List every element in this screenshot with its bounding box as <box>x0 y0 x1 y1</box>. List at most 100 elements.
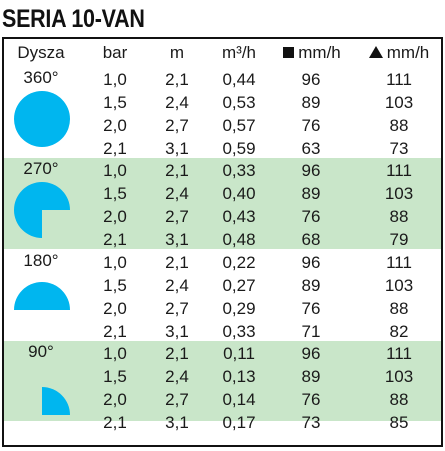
cell-m: 2,7 <box>165 116 189 135</box>
cell-sq: 89 <box>301 276 321 295</box>
cell-bar: 1,5 <box>103 367 127 386</box>
cell-m3h: 0,43 <box>222 207 256 226</box>
cell-m: 2,7 <box>165 299 189 318</box>
cell-m3h: 0,14 <box>222 390 256 409</box>
cell-sq: 76 <box>301 299 321 318</box>
cell-tri: 111 <box>386 70 412 89</box>
table-title: SERIA 10-VAN <box>2 5 145 33</box>
table-row: 2,0 2,7 0,29 76 88 <box>4 297 441 320</box>
cell-m3h: 0,29 <box>222 299 256 318</box>
cell-tri: 103 <box>384 367 414 386</box>
half-circle-icon <box>14 282 70 310</box>
cell-tri: 103 <box>384 276 414 295</box>
cell-m: 2,4 <box>165 184 189 203</box>
cell-bar: 2,1 <box>103 230 127 249</box>
table-row: 2,0 2,7 0,14 76 88 <box>4 388 441 411</box>
cell-tri: 85 <box>389 413 409 432</box>
cell-bar: 2,0 <box>103 116 127 135</box>
table-row: 1,0 2,1 0,11 96 111 <box>4 342 441 365</box>
cell-tri: 73 <box>389 139 409 158</box>
nozzle-group-180deg: 180° 1,0 2,1 0,22 96 111 1,5 2,4 0,27 89 103 2,0 2,7… <box>4 250 441 341</box>
cell-tri: 103 <box>384 93 414 112</box>
cell-sq: 89 <box>301 367 321 386</box>
cell-m: 3,1 <box>165 413 189 432</box>
header-mmh-square: mm/h <box>272 39 352 67</box>
table-row: 2,0 2,7 0,57 76 88 <box>4 114 441 137</box>
cell-m: 2,1 <box>165 161 189 180</box>
table-header: Dysza bar m m³/h mm/h mm/h <box>4 39 441 67</box>
header-mmh-square-label: mm/h <box>298 43 341 62</box>
table-row: 2,1 3,1 0,17 73 85 <box>4 411 441 434</box>
full-circle-icon <box>14 91 70 147</box>
table-row: 1,0 2,1 0,44 96 111 <box>4 68 441 91</box>
cell-bar: 2,0 <box>103 390 127 409</box>
header-m: m <box>169 43 185 62</box>
cell-sq: 89 <box>301 93 321 112</box>
nozzle-group-270deg: 270° 1,0 2,1 0,33 96 111 1,5 2,4 0,40 89 103 2,0 2,7… <box>4 158 441 249</box>
header-m3h: m³/h <box>222 43 256 62</box>
cell-bar: 1,0 <box>103 344 127 363</box>
table-row: 1,5 2,4 0,53 89 103 <box>4 91 441 114</box>
cell-m: 3,1 <box>165 322 189 341</box>
table-row: 1,5 2,4 0,13 89 103 <box>4 365 441 388</box>
cell-m3h: 0,59 <box>222 139 256 158</box>
cell-bar: 1,0 <box>103 253 127 272</box>
nozzle-angle-label: 180° <box>23 251 59 270</box>
cell-m3h: 0,22 <box>222 253 256 272</box>
cell-m: 2,4 <box>165 93 189 112</box>
cell-m: 3,1 <box>165 139 189 158</box>
cell-m: 3,1 <box>165 230 189 249</box>
nozzle-angle-label: 360° <box>23 68 59 87</box>
cell-sq: 96 <box>301 161 321 180</box>
header-mmh-triangle-label: mm/h <box>386 43 430 62</box>
cell-tri: 103 <box>384 184 414 203</box>
cell-tri: 79 <box>389 230 409 249</box>
table-row: 1,0 2,1 0,22 96 111 <box>4 251 441 274</box>
cell-sq: 96 <box>301 344 321 363</box>
table-row: 2,1 3,1 0,33 71 82 <box>4 320 441 343</box>
cell-m3h: 0,13 <box>222 367 256 386</box>
table-row: 1,5 2,4 0,27 89 103 <box>4 274 441 297</box>
cell-bar: 2,0 <box>103 299 127 318</box>
cell-m: 2,7 <box>165 207 189 226</box>
nozzle-group-90deg: 90° 1,0 2,1 0,11 96 111 1,5 2,4 0,13 89 103 2,0 2,7 0… <box>4 341 441 432</box>
cell-tri: 88 <box>389 116 409 135</box>
three-quarter-circle-icon <box>14 182 70 238</box>
table-row: 2,1 3,1 0,59 63 73 <box>4 137 441 160</box>
cell-sq: 76 <box>301 116 321 135</box>
cell-tri: 111 <box>386 253 412 272</box>
cell-bar: 2,1 <box>103 322 127 341</box>
cell-tri: 111 <box>386 344 412 363</box>
cell-m3h: 0,17 <box>222 413 256 432</box>
cell-sq: 96 <box>301 70 321 89</box>
cell-tri: 111 <box>386 161 412 180</box>
cell-bar: 2,0 <box>103 207 127 226</box>
triangle-icon <box>368 46 383 58</box>
cell-tri: 82 <box>389 322 409 341</box>
cell-bar: 1,0 <box>103 70 127 89</box>
cell-sq: 76 <box>301 207 321 226</box>
cell-m3h: 0,48 <box>222 230 256 249</box>
cell-m3h: 0,11 <box>223 344 255 363</box>
cell-sq: 73 <box>301 413 321 432</box>
cell-sq: 68 <box>301 230 321 249</box>
cell-bar: 1,5 <box>103 184 127 203</box>
cell-m: 2,1 <box>165 344 189 363</box>
table-row: 2,1 3,1 0,48 68 79 <box>4 228 441 251</box>
cell-sq: 96 <box>301 253 321 272</box>
cell-m: 2,4 <box>165 276 189 295</box>
cell-m: 2,1 <box>165 253 189 272</box>
table-row: 1,5 2,4 0,40 89 103 <box>4 182 441 205</box>
cell-m3h: 0,27 <box>222 276 256 295</box>
quarter-circle-icon <box>42 387 70 415</box>
cell-bar: 1,5 <box>103 93 127 112</box>
header-dysza: Dysza <box>17 43 65 62</box>
cell-bar: 2,1 <box>103 139 127 158</box>
cell-m: 2,4 <box>165 367 189 386</box>
cell-bar: 1,5 <box>103 276 127 295</box>
cell-tri: 88 <box>389 390 409 409</box>
nozzle-group-360deg: 360° 1,0 2,1 0,44 96 111 1,5 2,4 0,53 89 103 2,0 2,7… <box>4 67 441 158</box>
cell-bar: 1,0 <box>103 161 127 180</box>
nozzle-angle-label: 270° <box>23 159 59 178</box>
header-mmh-triangle: mm/h <box>354 39 441 67</box>
